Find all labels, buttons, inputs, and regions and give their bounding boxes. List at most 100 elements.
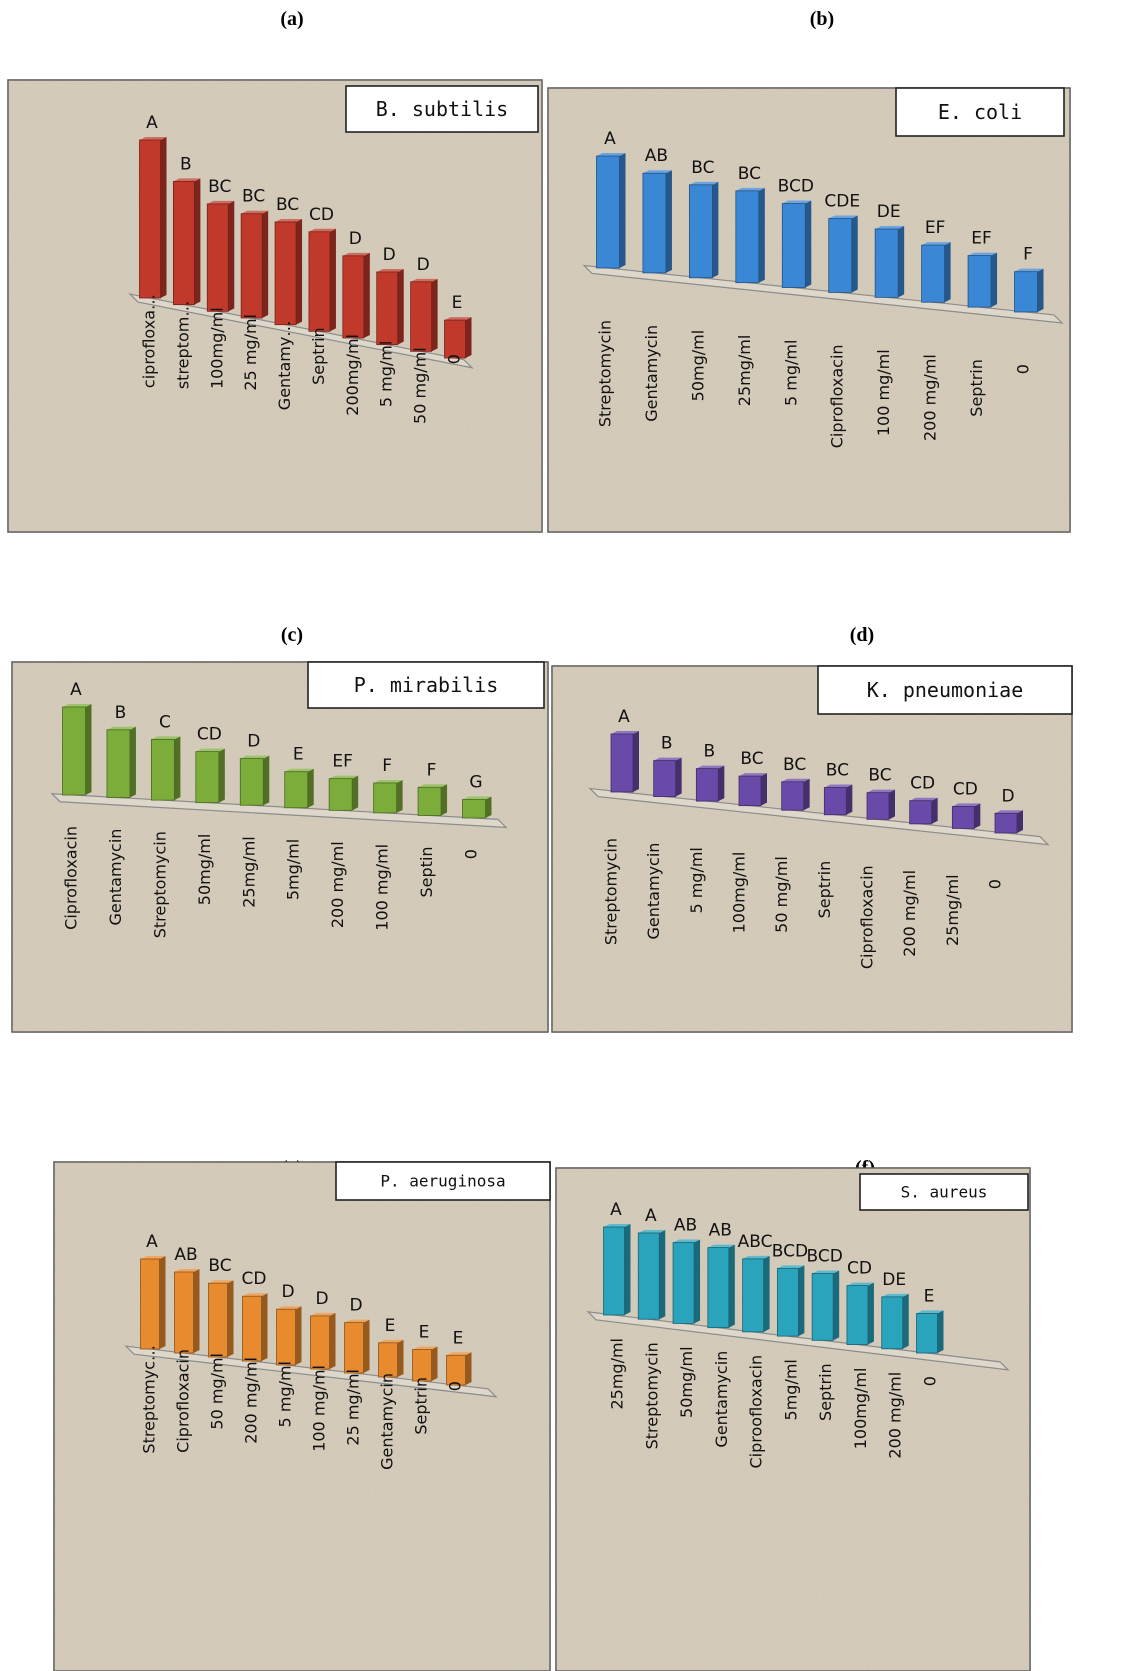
data-label: D (349, 1296, 362, 1316)
data-label: C (159, 712, 171, 732)
bar (688, 184, 713, 279)
tick-label: 100mg/ml (207, 307, 226, 389)
bar-side (431, 1346, 438, 1381)
tick-label: 200 mg/ml (328, 841, 347, 928)
tick-label: 25mg/ml (239, 836, 258, 908)
bar (410, 281, 433, 352)
bar-side (798, 1265, 805, 1337)
data-label: B (115, 703, 127, 723)
tick-label: Gentamycin (106, 829, 125, 926)
bar (909, 800, 933, 825)
bar (444, 319, 466, 359)
bar-top (446, 1352, 472, 1356)
tick-label: Ciproofloxacin (747, 1355, 766, 1469)
chart-4: A Streptomyc… AB Ciprofloxacin BC 50 mg/ml CD 2… (53, 1161, 551, 1671)
data-label: D (1001, 786, 1014, 806)
bar-top (241, 210, 269, 214)
tick-label: ciprofloxa… (140, 294, 159, 388)
tick-label: 100mg/ml (730, 852, 749, 934)
data-label: BCD (778, 177, 814, 197)
bar-side (194, 178, 201, 305)
tick-label: 25 mg/ml (344, 1369, 363, 1446)
chart-title: K. pneumoniae (867, 678, 1024, 702)
data-label: BCD (772, 1241, 808, 1261)
data-label: EF (332, 752, 353, 772)
data-label: F (1023, 245, 1033, 265)
data-label: CD (910, 774, 935, 794)
bar (276, 1308, 296, 1366)
bar (610, 733, 634, 793)
bar-side (694, 1239, 701, 1324)
data-label: D (417, 255, 430, 275)
bar-top (207, 200, 235, 204)
bar (242, 1295, 262, 1362)
tick-label: 5mg/ml (781, 1359, 800, 1420)
data-label: DE (882, 1270, 906, 1290)
plot-texture (12, 662, 548, 1032)
bar (140, 1258, 160, 1350)
bar-side (659, 1229, 666, 1320)
bar (846, 1285, 869, 1345)
bar-side (675, 757, 682, 797)
tick-label: 200mg/ml (343, 334, 362, 416)
data-label: AB (645, 146, 668, 166)
bar (342, 255, 365, 339)
tick-label: Ciprofloxacin (828, 344, 847, 448)
tick-label: 200 mg/ml (921, 354, 940, 441)
bar (637, 1232, 660, 1320)
bar (284, 771, 309, 809)
bar-top (782, 200, 812, 204)
bar-top (596, 153, 626, 156)
data-label: AB (674, 1215, 697, 1235)
bar-top (952, 803, 981, 807)
data-label: EF (971, 229, 992, 249)
chart-title-box (817, 665, 1073, 715)
bar-top (707, 1244, 735, 1248)
bar (172, 181, 195, 306)
bar-side (867, 1282, 874, 1345)
chart-5: A 25mg/ml A Streptomycin AB 50mg/ml AB Gentamyc… (555, 1167, 1031, 1671)
bar-top (1014, 268, 1044, 272)
panel-label-d: (d) (849, 624, 875, 646)
tick-label: Gentamy… (275, 321, 294, 411)
bar-top (139, 137, 167, 140)
chart-title-box (345, 85, 539, 133)
bar-side (329, 228, 336, 332)
bar-side (633, 731, 639, 792)
tick-label: 50 mg/ml (411, 347, 430, 424)
tick-label: Septrin (967, 359, 986, 417)
bar (672, 1242, 695, 1324)
bar-top (62, 704, 92, 707)
bar-side (728, 1244, 735, 1328)
data-label: D (349, 229, 362, 249)
bar-top (151, 736, 181, 740)
data-label: CD (847, 1259, 872, 1279)
bar-side (758, 187, 765, 283)
tick-label: 100 mg/ml (310, 1365, 329, 1452)
bar-side (85, 704, 92, 795)
bar (373, 782, 398, 814)
data-label: D (247, 732, 260, 752)
bar-top (208, 1280, 234, 1284)
tick-label: 5mg/ml (284, 839, 303, 900)
bar (738, 775, 762, 807)
chart-1: A Streptomycin AB Gentamycin BC 50mg/ml BC 25mg… (547, 87, 1071, 533)
bar-top (881, 1293, 909, 1297)
data-label: EF (925, 218, 946, 238)
bar-top (308, 228, 336, 232)
tick-label: Ciprofloxacin (62, 826, 81, 930)
tick-label: Gentamycin (378, 1373, 397, 1470)
tick-label: Septrin (412, 1377, 431, 1435)
bar-top (696, 765, 725, 769)
bar-top (242, 1293, 268, 1297)
data-label: A (604, 129, 616, 149)
bar-top (140, 1256, 166, 1259)
data-label: AB (174, 1245, 197, 1265)
data-label: BC (868, 766, 891, 786)
bar-top (642, 170, 672, 174)
bar (1014, 271, 1038, 313)
bar-top (828, 215, 858, 219)
data-label: E (419, 1323, 430, 1343)
bar-side (937, 1310, 944, 1353)
